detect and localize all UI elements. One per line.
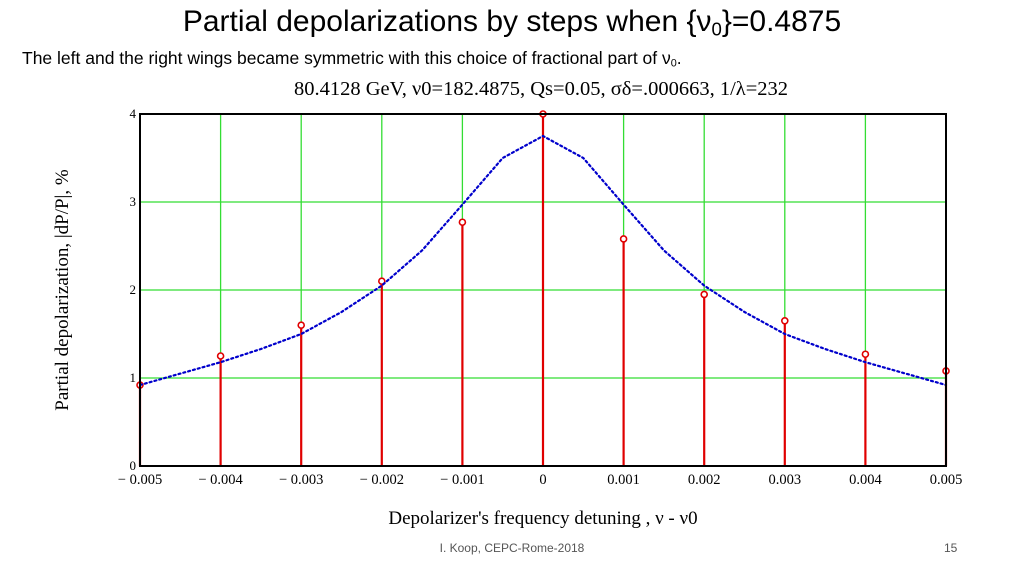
fit-curve-series [138,134,948,387]
stem-point [297,321,306,329]
stem-point [780,317,789,325]
stem-point [216,352,225,360]
footer-credit: I. Koop, CEPC-Rome-2018 [439,541,585,555]
depolarization-chart: 80.4128 GeV, ν0=182.4875, Qs=0.05, σδ=.0… [52,78,963,529]
x-tick-label: − 0.001 [440,472,484,488]
stem-point [458,218,467,227]
y-tick-label: 2 [130,282,137,297]
y-axis-label: Partial depolarization, |dP/P|, % [52,169,73,411]
chart-title: 80.4128 GeV, ν0=182.4875, Qs=0.05, σδ=.0… [294,78,788,100]
stem-point [619,235,628,243]
slide-subtitle-tail: . [676,48,682,68]
x-tick-label: 0.002 [688,472,721,488]
slide-title: Partial depolarizations by steps when {ν… [0,4,1024,40]
plot-frame [139,113,947,467]
x-tick-label: − 0.002 [360,472,404,488]
x-tick-label: 0.004 [849,472,882,488]
x-tick-label: 0.005 [930,472,963,488]
x-tick-label: − 0.003 [279,472,323,488]
x-axis-label: Depolarizer's frequency detuning , ν - ν… [388,508,697,529]
slide-title-subscript: 0 [711,18,722,40]
slide-subtitle: The left and the right wings became symm… [22,46,682,70]
slide-title-tail: }=0.4875 [721,5,842,38]
y-tick-label: 4 [130,106,137,121]
x-tick-label: 0.003 [768,472,801,488]
slide-subtitle-subscript: 0 [670,57,677,70]
fit-curve [138,134,948,387]
x-tick-label: − 0.004 [198,472,243,488]
stem-point [377,277,386,285]
y-tick-label: 3 [130,194,137,209]
tick-labels: − 0.005 − 0.004 − 0.003 − 0.002 − 0.001 0 0.00… [118,106,963,488]
page-number: 15 [944,541,958,555]
slide-title-main: Partial depolarizations by steps when {ν [182,5,712,38]
x-tick-label: − 0.005 [118,472,162,488]
y-tick-label: 0 [130,458,137,473]
stem-point [700,290,709,299]
stem-point [861,350,870,359]
x-tick-label: 0 [539,472,546,488]
y-tick-label: 1 [130,370,137,385]
slide-subtitle-main: The left and the right wings became symm… [22,48,671,68]
stem-series [136,110,950,466]
x-tick-label: 0.001 [607,472,640,488]
